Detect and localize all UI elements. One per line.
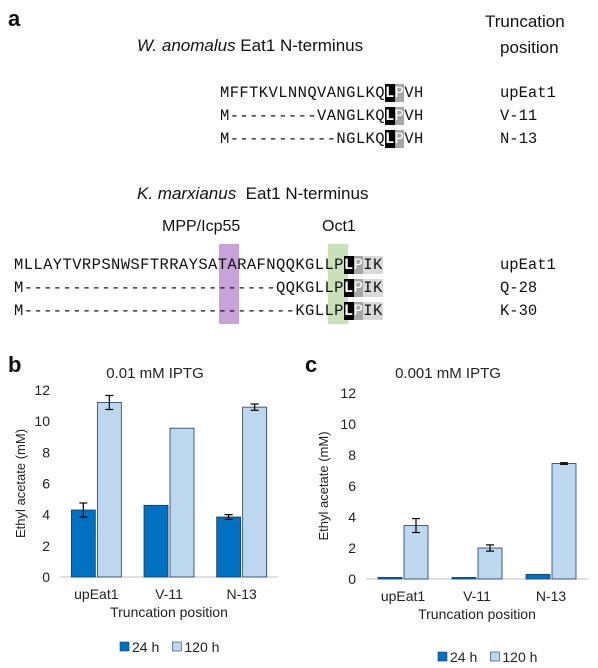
conserved-l-residue: L xyxy=(384,130,395,148)
x-tick-label: V-11 xyxy=(463,588,491,604)
truncation-header-line1: Truncation xyxy=(485,12,565,31)
conserved-p-residue: P xyxy=(353,256,364,274)
legend-swatch xyxy=(490,651,500,662)
bar-120h-V-11 xyxy=(477,547,503,580)
km-species: K. marxianus xyxy=(137,184,237,203)
bar-24h-V-11 xyxy=(451,577,477,580)
conserved-l-residue: L xyxy=(343,256,354,274)
y-tick-label: 10 xyxy=(34,413,50,429)
seq-prefix: M-----------NGLKQ xyxy=(220,130,385,148)
oct1-site-highlight xyxy=(328,244,348,324)
km-seq-row: MLLAYTVRPSNWSFTRRAYSATARAFNQQKGLLPLPIK xyxy=(14,256,383,274)
bar-120h-upEat1 xyxy=(403,525,429,580)
bar-24h-upEat1 xyxy=(70,509,96,578)
y-tick-label: 0 xyxy=(348,571,356,587)
km-truncation-position: K-30 xyxy=(500,302,538,320)
y-tick-label: 4 xyxy=(42,507,50,523)
chart-b: 0.01 mM IPTG Ethyl acetate (mM) 0 2 4 6 8 10 12 u… xyxy=(13,365,278,655)
wa-seq-row: MFFTKVLNNQVANGLKQLPVH xyxy=(220,84,424,102)
chart-c: 0.001 mM IPTG Ethyl acetate (mM) 0 2 4 6 8 10 12… xyxy=(316,365,588,665)
seq-suffix: IK xyxy=(363,302,383,320)
y-tick-label: 6 xyxy=(348,478,356,494)
bar-120h-upEat1 xyxy=(96,402,122,578)
conserved-p-residue: P xyxy=(394,107,405,125)
panel-c-label: c xyxy=(305,352,318,377)
y-tick-label: 8 xyxy=(42,444,50,460)
legend-swatch xyxy=(119,641,130,652)
km-truncation-position: Q-28 xyxy=(500,279,538,297)
y-axis-label: Ethyl acetate (mM) xyxy=(13,429,28,538)
bar-24h-N-13 xyxy=(216,516,242,578)
conserved-l-residue: L xyxy=(343,279,354,297)
bar-24h-N-13 xyxy=(525,573,551,580)
y-tick-label: 6 xyxy=(42,476,50,492)
chart-title: 0.001 mM IPTG xyxy=(395,365,501,382)
x-tick-label: upEat1 xyxy=(74,586,119,602)
y-tick-label: 2 xyxy=(348,540,356,556)
x-axis-label: Truncation position xyxy=(110,604,228,620)
y-tick-label: 2 xyxy=(42,538,50,554)
wa-seq-row: M-----------NGLKQLPVH xyxy=(220,130,424,148)
mpp-site-highlight xyxy=(219,244,239,324)
y-tick-label: 10 xyxy=(340,416,356,432)
seq-suffix: VH xyxy=(404,130,424,148)
seq-suffix: VH xyxy=(404,107,424,125)
seq-prefix: M----------------------------KGLLP xyxy=(14,302,344,320)
conserved-l-residue: L xyxy=(384,84,395,102)
site-oct1-label: Oct1 xyxy=(322,218,356,235)
y-tick-label: 8 xyxy=(348,447,356,463)
legend-label: 24 h xyxy=(132,639,159,655)
chart-title: 0.01 mM IPTG xyxy=(106,365,204,382)
y-tick-label: 0 xyxy=(42,569,50,585)
km-seq-row: M----------------------------KGLLPLPIK xyxy=(14,302,383,320)
x-tick-label: upEat1 xyxy=(381,588,426,604)
truncation-header-line2: position xyxy=(500,38,559,57)
km-truncation-position: upEat1 xyxy=(500,256,556,274)
wa-seq-row: M---------VANGLKQLPVH xyxy=(220,107,424,125)
bar-120h-N-13 xyxy=(242,406,268,578)
legend-swatch xyxy=(437,651,448,662)
conserved-p-residue: P xyxy=(353,302,364,320)
panel-b-label: b xyxy=(8,352,22,377)
seq-suffix: IK xyxy=(363,256,383,274)
wa-heading-rest: Eat1 N-terminus xyxy=(235,36,364,55)
km-heading: K. marxianus Eat1 N-terminus xyxy=(137,184,368,204)
conserved-p-residue: P xyxy=(353,279,364,297)
bar-24h-upEat1 xyxy=(377,577,403,580)
panel-a-label: a xyxy=(8,6,21,31)
bar-24h-V-11 xyxy=(143,504,169,578)
seq-suffix: IK xyxy=(363,279,383,297)
x-tick-label: V-11 xyxy=(155,586,183,602)
legend-label: 120 h xyxy=(184,639,219,655)
seq-prefix: M---------VANGLKQ xyxy=(220,107,385,125)
x-axis-label: Truncation position xyxy=(418,606,536,622)
conserved-p-residue: P xyxy=(394,84,405,102)
y-tick-label: 12 xyxy=(34,382,50,398)
legend-swatch xyxy=(172,641,182,652)
seq-prefix: M--------------------------QQKGLLP xyxy=(14,279,344,297)
wa-truncation-position: N-13 xyxy=(500,130,538,148)
y-tick-label: 4 xyxy=(348,509,356,525)
bar-120h-N-13 xyxy=(551,463,577,580)
x-tick-label: N-13 xyxy=(226,586,257,602)
wa-truncation-position: upEat1 xyxy=(500,84,556,102)
bar-120h-V-11 xyxy=(169,427,195,578)
km-seq-row: M--------------------------QQKGLLPLPIK xyxy=(14,279,383,297)
legend-label: 120 h xyxy=(502,649,537,665)
conserved-p-residue: P xyxy=(394,130,405,148)
conserved-l-residue: L xyxy=(343,302,354,320)
km-heading-rest: Eat1 N-terminus xyxy=(236,184,369,203)
site-mpp-label: MPP/Icp55 xyxy=(162,218,241,235)
legend-label: 24 h xyxy=(450,649,477,665)
y-tick-label: 12 xyxy=(340,385,356,401)
wa-truncation-position: V-11 xyxy=(500,107,538,125)
conserved-l-residue: L xyxy=(384,107,395,125)
seq-suffix: VH xyxy=(404,84,424,102)
x-tick-label: N-13 xyxy=(536,588,567,604)
seq-prefix: MFFTKVLNNQVANGLKQ xyxy=(220,84,385,102)
wa-species: W. anomalus xyxy=(137,36,236,55)
y-axis-label: Ethyl acetate (mM) xyxy=(316,431,331,540)
seq-prefix: MLLAYTVRPSNWSFTRRAYSATARAFNQQKGLLP xyxy=(14,256,344,274)
wa-heading: W. anomalus Eat1 N-terminus xyxy=(137,36,363,56)
